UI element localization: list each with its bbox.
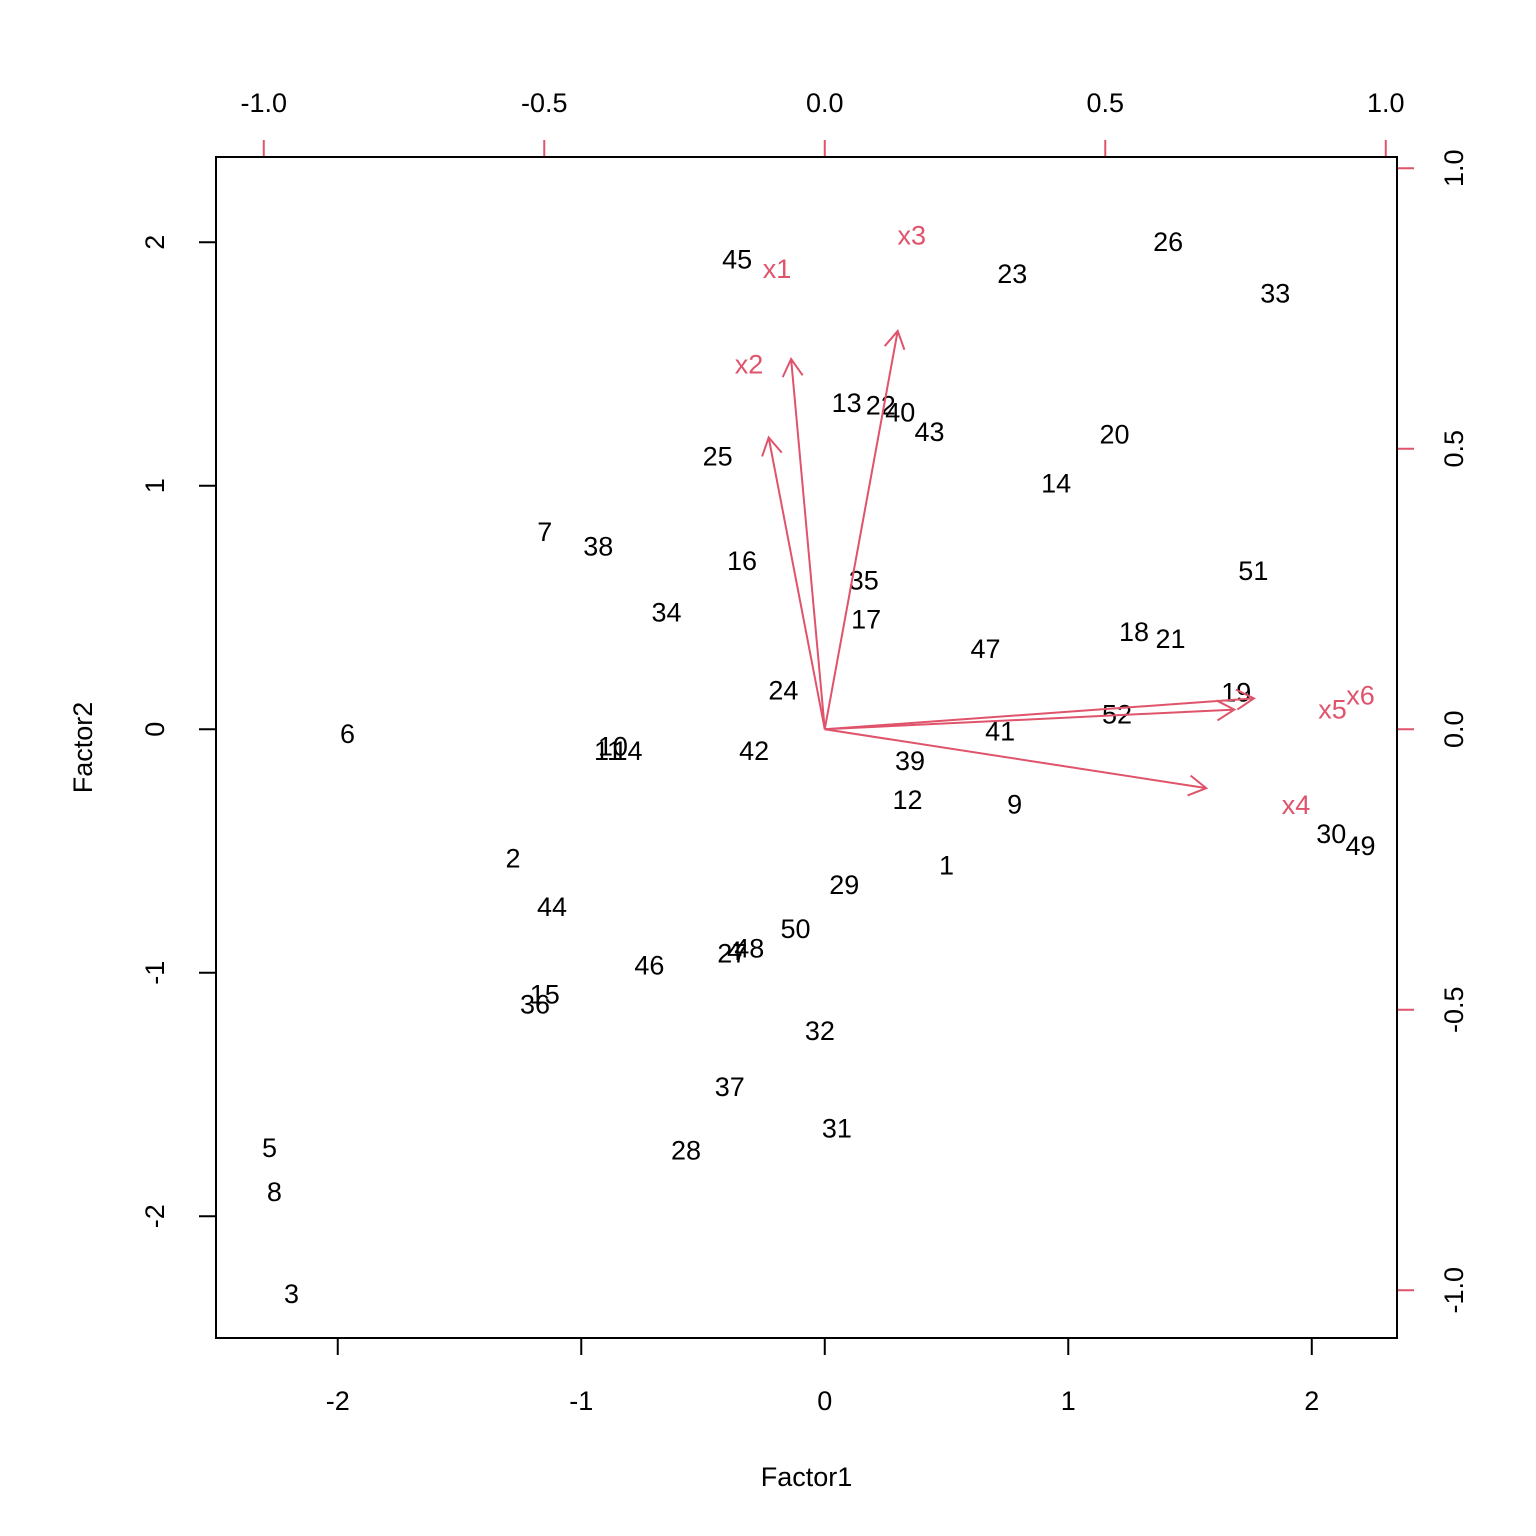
point-label: 1 — [939, 851, 954, 881]
point-label: 18 — [1119, 617, 1149, 647]
point-label: 13 — [832, 388, 862, 418]
loading-label-x5: x5 — [1318, 695, 1347, 725]
point-label: 42 — [739, 736, 769, 766]
point-label: 46 — [634, 950, 664, 980]
x-tick-label: -2 — [326, 1386, 350, 1416]
point-label: 14 — [1041, 468, 1071, 498]
point-label: 48 — [734, 933, 764, 963]
point-label: 29 — [829, 870, 859, 900]
loading-arrowhead-x2 — [781, 356, 804, 378]
point-label: 31 — [822, 1114, 852, 1144]
loading-label-x4: x4 — [1282, 790, 1311, 820]
point-label: 21 — [1156, 624, 1186, 654]
point-label: 7 — [537, 517, 552, 547]
loading-arrow-x2 — [790, 358, 826, 730]
loading-label-x1: x1 — [763, 254, 792, 284]
x-tick-label: 0 — [817, 1386, 832, 1416]
x-tick-label: 1 — [1061, 1386, 1076, 1416]
point-label: 47 — [970, 634, 1000, 664]
right-tick-label: 0.0 — [1439, 710, 1469, 748]
point-label: 33 — [1260, 278, 1290, 308]
point-label: 44 — [537, 892, 567, 922]
point-label: 11 — [594, 736, 622, 766]
loading-label-x2: x2 — [735, 350, 764, 380]
point-label: 10 — [598, 731, 628, 761]
loading-arrows: x1 x2 x3 x4 x5 x6 — [735, 221, 1375, 820]
right-tick-label: -0.5 — [1439, 986, 1469, 1033]
point-label: 28 — [671, 1136, 701, 1166]
loading-label-x6: x6 — [1346, 681, 1375, 711]
right-tick-label: -1.0 — [1439, 1267, 1469, 1314]
point-label: 15 — [530, 980, 560, 1010]
point-label: 24 — [768, 675, 798, 705]
point-label: 6 — [340, 719, 355, 749]
point-label: 37 — [715, 1072, 745, 1102]
loading-label-x3: x3 — [897, 221, 926, 251]
point-label: 30 — [1316, 819, 1346, 849]
point-label: 25 — [703, 442, 733, 472]
top-tick-label: -1.0 — [240, 88, 287, 118]
point-label: 9 — [1007, 790, 1022, 820]
point-label: 40 — [885, 398, 915, 428]
y-tick-label: 0 — [140, 722, 170, 737]
point-label: 49 — [1345, 831, 1375, 861]
point-label: 36 — [520, 989, 550, 1019]
point-label: 38 — [583, 532, 613, 562]
point-label: 4 — [727, 936, 742, 966]
point-label: 45 — [722, 244, 752, 274]
loading-arrowhead-x6 — [1235, 688, 1256, 711]
point-label: 51 — [1238, 556, 1268, 586]
point-label: 50 — [781, 914, 811, 944]
loading-arrow-x5 — [824, 708, 1235, 731]
loading-arrow-x6 — [824, 697, 1254, 731]
point-label: 20 — [1100, 420, 1130, 450]
point-label: 26 — [1153, 227, 1183, 257]
point-label: 14 — [613, 736, 643, 766]
top-tick-label: 1.0 — [1367, 88, 1405, 118]
right-tick-label: 0.5 — [1439, 430, 1469, 468]
loading-arrowhead-x4 — [1187, 774, 1209, 797]
y-tick-label: 2 — [140, 235, 170, 250]
loading-arrow-x3 — [823, 330, 899, 730]
point-label: 16 — [727, 546, 757, 576]
top-tick-label: -0.5 — [521, 88, 568, 118]
point-label: 12 — [893, 785, 923, 815]
loading-arrowhead-x3 — [883, 328, 906, 351]
right-tick-label: 1.0 — [1439, 149, 1469, 187]
y-tick-label: -2 — [140, 1204, 170, 1228]
point-label: 8 — [267, 1177, 282, 1207]
point-label: 5 — [262, 1133, 277, 1163]
y-tick-label: -1 — [140, 961, 170, 985]
loading-arrowhead-x5 — [1216, 699, 1237, 722]
loading-arrowhead-x1 — [761, 435, 783, 457]
point-label: 43 — [914, 417, 944, 447]
y-axis-title: Factor2 — [68, 702, 98, 794]
x-tick-label: -1 — [569, 1386, 593, 1416]
plot-frame — [215, 156, 1398, 1339]
point-label: 22 — [866, 390, 896, 420]
y-tick-label: 1 — [140, 478, 170, 493]
top-tick-label: 0.5 — [1086, 88, 1124, 118]
x-tick-label: 2 — [1304, 1386, 1319, 1416]
point-label: 2 — [506, 843, 521, 873]
point-label: 23 — [997, 259, 1027, 289]
point-label: 32 — [805, 1016, 835, 1046]
top-tick-label: 0.0 — [806, 88, 844, 118]
point-label: 3 — [284, 1279, 299, 1309]
point-label: 17 — [851, 605, 881, 635]
point-label: 27 — [717, 938, 747, 968]
loading-arrow-x1 — [767, 437, 826, 730]
point-label: 34 — [651, 597, 681, 627]
x-axis-title: Factor1 — [761, 1462, 853, 1492]
loading-arrow-x4 — [824, 728, 1207, 790]
point-label: 39 — [895, 746, 925, 776]
